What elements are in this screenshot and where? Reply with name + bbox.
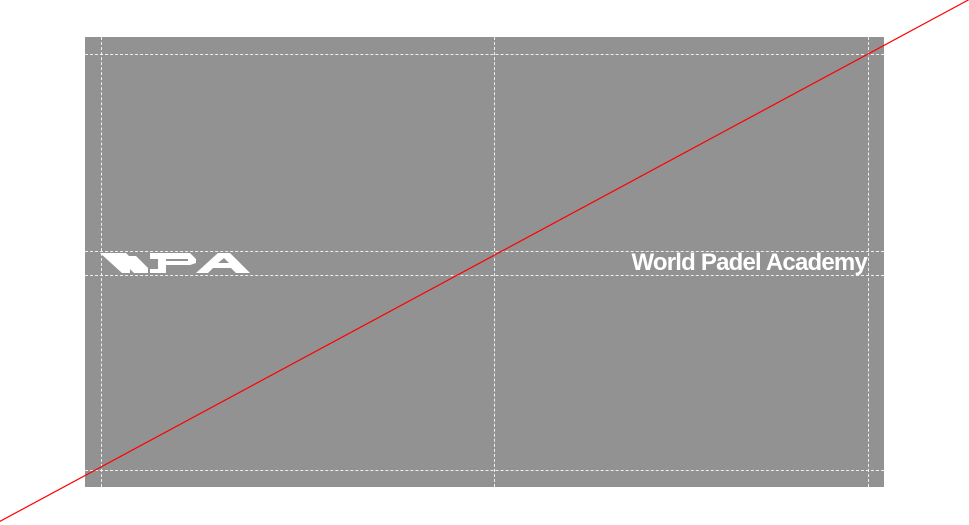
wpa-logo-mark [100,253,250,273]
wpa-logo: WPA [100,253,250,273]
brand-tagline: World Padel Academy [631,249,867,276]
